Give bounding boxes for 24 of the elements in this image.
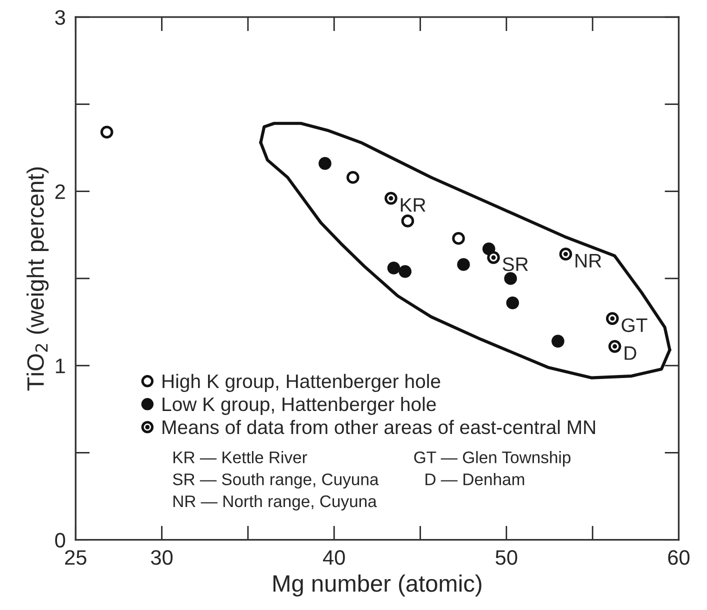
annotation: SR — South range, Cuyuna (172, 473, 379, 489)
x-axis-title: Mg number (atomic) (274, 574, 482, 597)
legend-label: Means of data from other areas of east-central MN (162, 420, 595, 434)
legend-label: Low K group, Hattenberger hole (162, 396, 436, 415)
x-tick-label: 60 (668, 550, 690, 565)
x-tick-label: 30 (151, 550, 173, 565)
legend-label: High K group, Hattenberger hole (162, 374, 440, 392)
annotation: SR (502, 257, 528, 272)
y-tick-label: 2 (55, 184, 65, 199)
x-tick-label: 40 (323, 550, 345, 565)
annotation: NR (576, 254, 602, 268)
annotation: KR — Kettle River (174, 451, 308, 464)
y-tick-label: 3 (55, 10, 66, 25)
annotation: GT — Glen Township (414, 451, 570, 467)
annotation: GT (622, 318, 648, 332)
y-tick-label: 1 (56, 358, 65, 374)
annotation: NR — North range, Cuyuna (174, 494, 377, 510)
x-tick-label: 50 (496, 550, 518, 565)
y-tick-label: 0 (55, 532, 66, 548)
y-axis-title: TiO$_{2}$ (weight percent) (26, 167, 49, 391)
x-tick-label: 25 (65, 550, 86, 565)
annotation: KR (400, 198, 426, 212)
annotation: D (624, 346, 636, 360)
annotation: D — Denham (426, 473, 524, 486)
